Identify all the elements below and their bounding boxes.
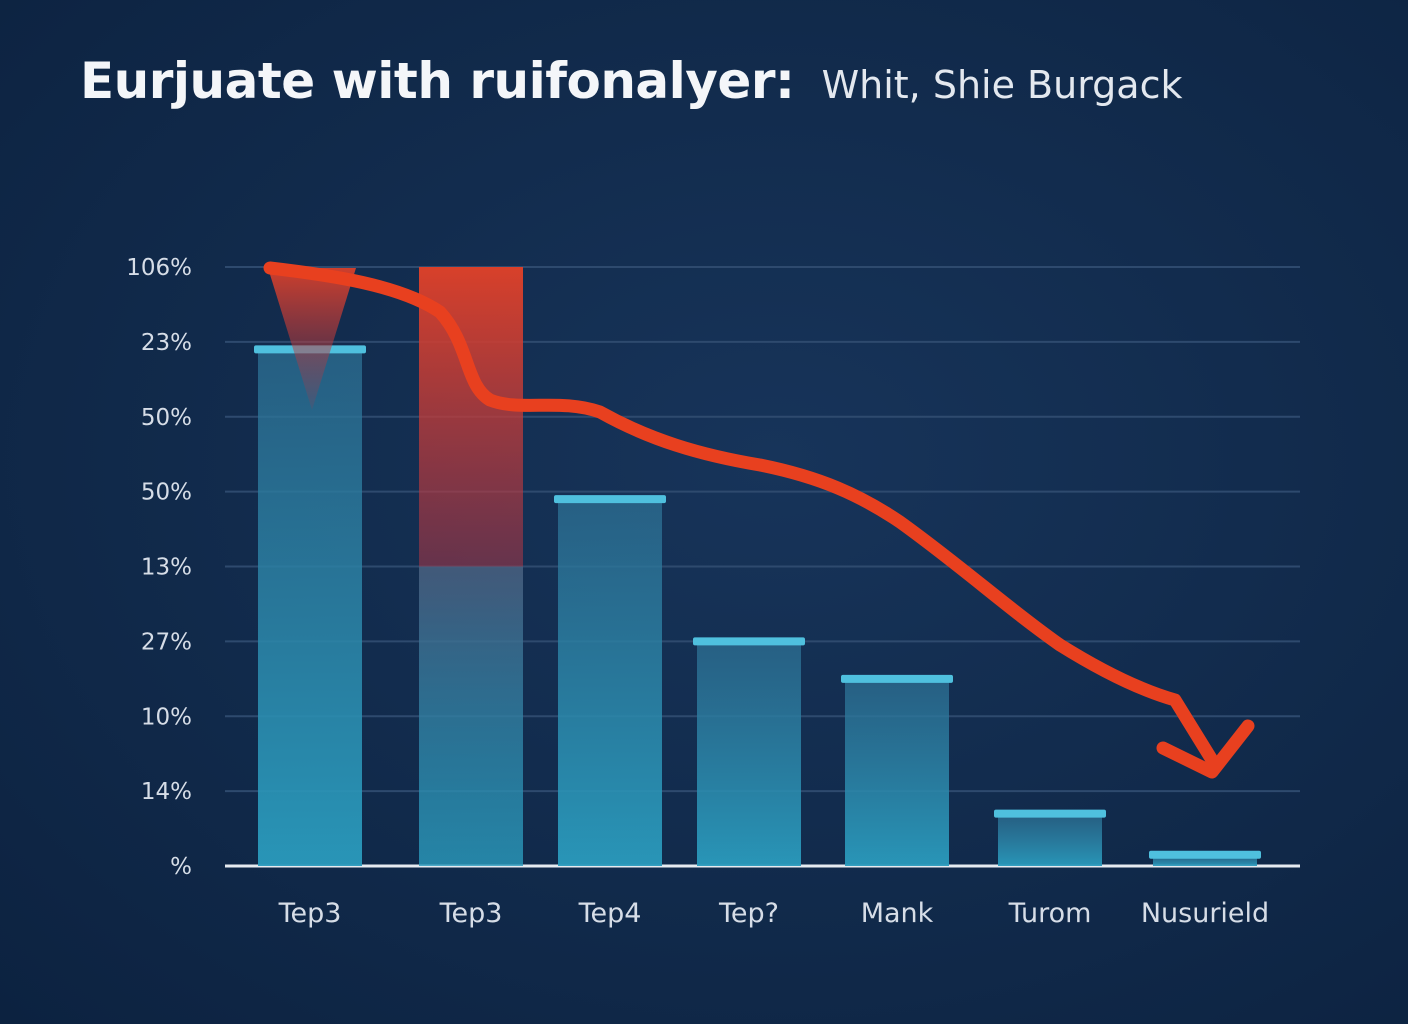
x-tick-label: Turom	[1008, 898, 1092, 929]
bar	[558, 499, 662, 866]
bar	[998, 813, 1102, 866]
trend-arrow-line	[263, 261, 1219, 767]
y-tick-label: 13%	[141, 555, 192, 581]
y-tick-label: %	[170, 854, 192, 880]
bar-cap	[554, 495, 666, 504]
bar-cap	[693, 637, 805, 646]
y-tick-label: 27%	[141, 629, 192, 655]
x-tick-label: Tep3	[278, 898, 342, 929]
bar-lower-fill	[419, 566, 523, 866]
y-tick-label: 10%	[141, 704, 192, 730]
x-tick-label: Mank	[861, 898, 934, 929]
x-tick-label: Nusurield	[1141, 898, 1269, 929]
bar	[697, 641, 801, 866]
bar-cap	[994, 809, 1106, 818]
bar-cap	[1149, 850, 1261, 859]
y-tick-label: 106%	[126, 255, 192, 281]
red-triangle-marker	[268, 268, 356, 410]
chart-subtitle: Whit, Shie Burgack	[821, 63, 1183, 107]
y-tick-label: 14%	[141, 779, 192, 805]
chart-title: Eurjuate with ruifonalyer:	[80, 52, 795, 110]
bar-cap	[841, 674, 953, 683]
x-tick-label: Tep3	[439, 898, 503, 929]
bar	[258, 349, 362, 866]
y-axis-ticks: 106% 23% 50% 50% 13% 27% 10% 14%%	[126, 255, 192, 880]
chart-header: Eurjuate with ruifonalyer: Whit, Shie Bu…	[80, 52, 1182, 110]
bar	[1153, 854, 1257, 866]
trend-overlays	[263, 261, 1255, 779]
x-tick-label: Tep?	[718, 898, 779, 929]
trend-arrow-head	[1156, 719, 1255, 779]
x-axis-ticks: Tep3 Tep3 Tep4 Tep? Mank Turom Nusurield	[278, 898, 1270, 929]
y-tick-label: 23%	[141, 330, 192, 356]
y-tick-label: 50%	[141, 405, 192, 431]
x-tick-label: Tep4	[578, 898, 642, 929]
bars	[254, 267, 1261, 866]
bar	[845, 678, 949, 866]
y-tick-label: 50%	[141, 480, 192, 506]
